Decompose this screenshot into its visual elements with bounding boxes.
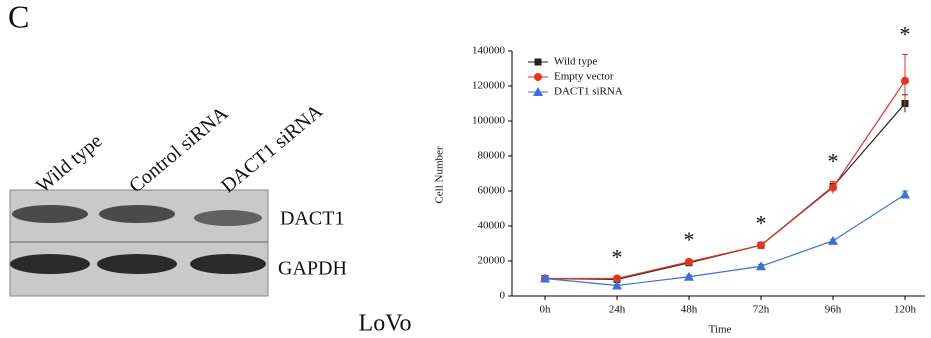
legend-label: DACT1 siRNA [554, 86, 623, 98]
y-tick-label: 120000 [472, 80, 506, 92]
point [535, 59, 542, 66]
x-tick-label: 0h [540, 304, 552, 316]
figure: C Wild type Control siRNA DACT1 siRNA DA… [0, 0, 931, 338]
y-tick-label: 60000 [478, 185, 506, 197]
point [829, 184, 837, 192]
annotation: * [828, 148, 839, 173]
y-tick-label: 20000 [478, 255, 506, 267]
point [757, 241, 765, 249]
point [828, 236, 838, 245]
y-axis-title: Cell Number [434, 146, 446, 203]
point [685, 258, 693, 266]
series-line [545, 81, 905, 279]
annotation: * [900, 22, 911, 47]
x-tick-label: 48h [681, 304, 698, 316]
annotation: * [756, 211, 767, 236]
point [534, 73, 542, 81]
annotation: * [684, 227, 695, 252]
series-line [545, 195, 905, 286]
point [901, 77, 909, 85]
lane-label: DACT1 siRNA [217, 100, 327, 198]
point [756, 261, 766, 270]
x-tick-label: 72h [753, 304, 770, 316]
cell-line: LoVo [359, 311, 412, 337]
x-tick-label: 24h [609, 304, 626, 316]
lane-label: Wild type [32, 130, 106, 197]
x-tick-label: 96h [825, 304, 842, 316]
annotation: * [612, 245, 623, 270]
y-tick-label: 100000 [472, 115, 506, 127]
y-tick-label: 40000 [478, 220, 506, 232]
x-axis-title: Time [709, 324, 732, 336]
y-tick-label: 80000 [478, 150, 506, 162]
x-tick-label: 120h [894, 304, 917, 316]
panel-label: C [8, 0, 29, 34]
legend-label: Empty vector [554, 71, 614, 83]
legend-label: Wild type [554, 56, 597, 68]
y-tick-label: 0 [500, 290, 506, 302]
point [900, 190, 910, 199]
y-tick-label: 140000 [472, 45, 506, 57]
band-label: GAPDH [278, 258, 347, 280]
band-label: DACT1 [280, 208, 344, 230]
lane-label: Control siRNA [125, 102, 233, 197]
